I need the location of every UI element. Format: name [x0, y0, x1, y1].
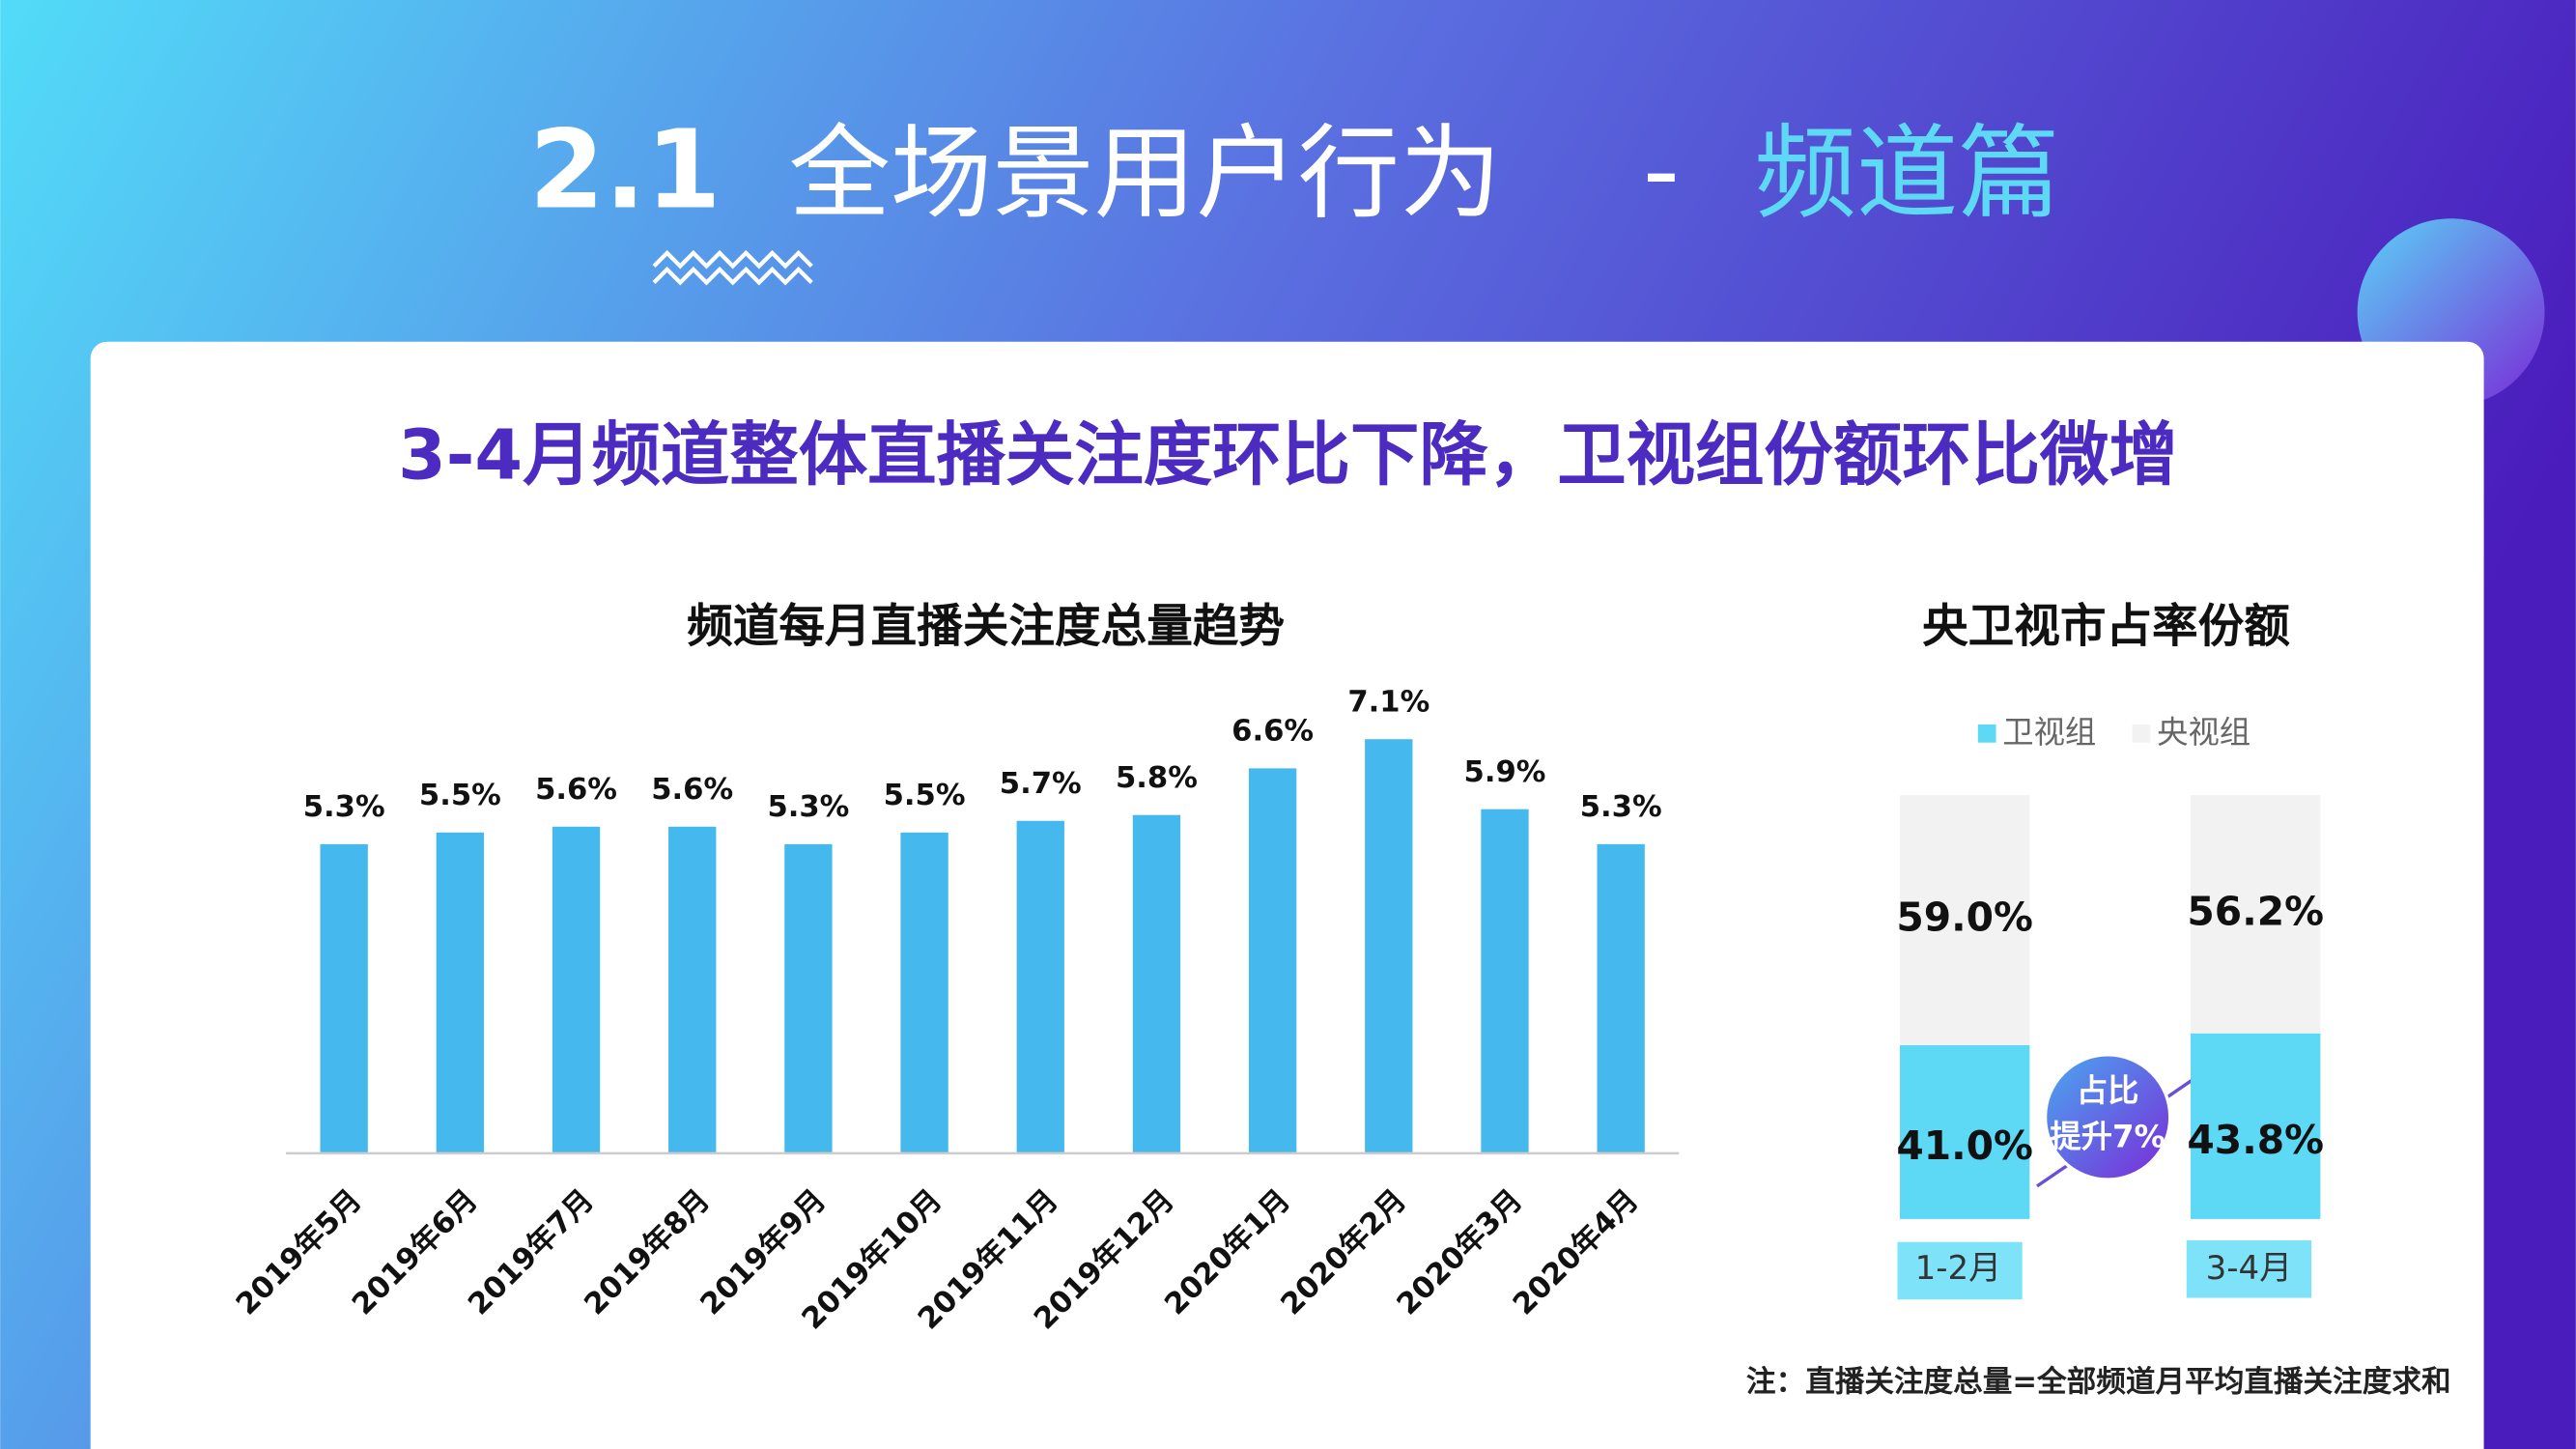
chart-title: 央卫视市占率份额: [1922, 600, 2290, 653]
bar: [1597, 843, 1645, 1153]
data-label: 43.8%: [2187, 1117, 2324, 1163]
legend-swatch: [2132, 724, 2151, 743]
category-box: [2186, 1240, 2312, 1298]
x-tick-label: 3-4月: [2206, 1249, 2293, 1288]
bar: [320, 843, 368, 1153]
data-label: 6.6%: [1231, 714, 1314, 748]
bar: [900, 832, 948, 1153]
bar: [436, 832, 485, 1153]
data-label: 59.0%: [1896, 895, 2033, 941]
decor-wave: [652, 266, 813, 286]
data-label: 56.2%: [2187, 888, 2324, 934]
data-label: 5.3%: [303, 790, 385, 824]
bar-segment: [2191, 1033, 2321, 1219]
data-label: 5.3%: [767, 790, 849, 824]
legend-swatch: [1977, 724, 1996, 743]
annotation-badge: [2043, 1053, 2172, 1181]
data-label: 5.7%: [1000, 767, 1082, 801]
page-section: 频道篇: [1754, 114, 2059, 233]
data-label: 41.0%: [1896, 1122, 2033, 1169]
bar: [1248, 768, 1297, 1153]
data-label: 5.6%: [651, 773, 733, 807]
bar: [784, 843, 833, 1153]
data-label: 5.8%: [1116, 761, 1198, 795]
section-number: 2.1: [529, 107, 722, 233]
annotation: 提升7%: [2050, 1119, 2165, 1155]
bar: [1365, 739, 1413, 1153]
data-label: 5.5%: [884, 779, 966, 812]
page-title: 全场景用户行为: [788, 114, 1501, 233]
bar-segment: [1900, 795, 2030, 1046]
chart-title: 频道每月直播关注度总量趋势: [687, 600, 1285, 653]
bar: [552, 826, 601, 1153]
data-label: 5.5%: [419, 779, 501, 812]
data-label: 7.1%: [1347, 685, 1430, 719]
data-label: 5.9%: [1464, 755, 1546, 789]
legend-label: 卫视组: [2002, 714, 2096, 751]
data-label: 5.6%: [535, 773, 617, 807]
bar-segment: [2191, 795, 2321, 1034]
bar: [668, 826, 717, 1153]
bar: [1481, 809, 1529, 1153]
footnote: 注：直播关注度总量=全部频道月平均直播关注度求和: [1746, 1364, 2451, 1399]
bar: [1132, 814, 1181, 1153]
annotation: 占比: [2077, 1072, 2139, 1109]
data-label: 5.3%: [1580, 790, 1662, 824]
bar-segment: [1900, 1045, 2030, 1219]
bar: [1016, 820, 1064, 1153]
x-tick-label: 1-2月: [1915, 1249, 2002, 1288]
category-box: [1897, 1241, 2023, 1300]
title-separator: -: [1643, 110, 1680, 229]
headline: 3-4月频道整体直播关注度环比下降，卫视组份额环比微增: [398, 415, 2178, 496]
legend-label: 央视组: [2157, 714, 2250, 751]
decor-wave: [652, 249, 813, 270]
